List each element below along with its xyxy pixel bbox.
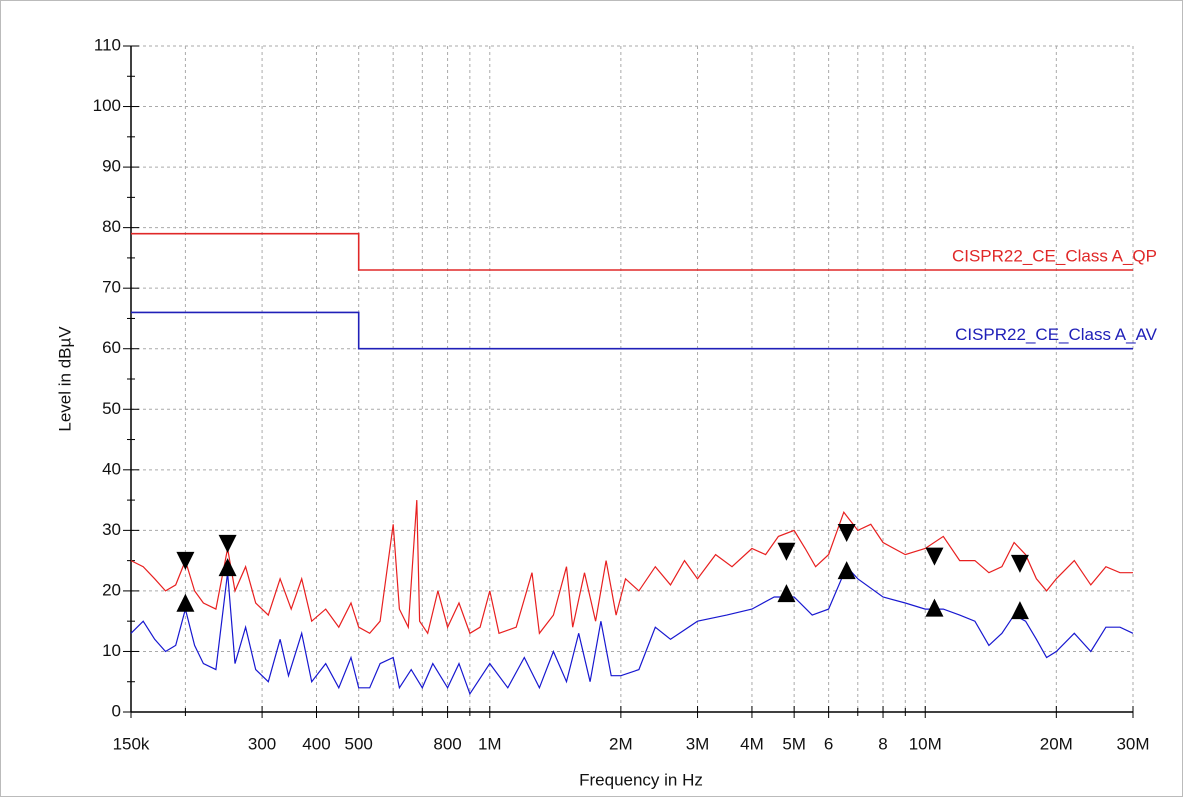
x-tick-label: 150k <box>113 734 150 753</box>
y-tick-label: 60 <box>102 338 121 357</box>
x-tick-label: 10M <box>909 734 942 753</box>
x-tick-label: 4M <box>740 734 764 753</box>
y-tick-label: 80 <box>102 217 121 236</box>
x-tick-label: 400 <box>302 734 330 753</box>
x-tick-label: 8 <box>878 734 887 753</box>
y-tick-label: 40 <box>102 459 121 478</box>
marker-down <box>176 551 195 570</box>
limit-label: CISPR22_CE_Class A_QP <box>952 247 1157 266</box>
y-tick-label: 70 <box>102 278 121 297</box>
marker-down <box>777 542 796 561</box>
marker-down <box>1010 554 1029 573</box>
marker-down <box>925 547 944 566</box>
marker-up <box>218 558 237 577</box>
trace-line <box>130 500 1133 635</box>
y-axis-label: Level in dBµV <box>55 326 74 432</box>
limit-line <box>131 311 1133 350</box>
x-tick-label: 1M <box>478 734 502 753</box>
y-tick-label: 100 <box>93 96 121 115</box>
x-tick-label: 5M <box>782 734 806 753</box>
trace-line <box>130 565 1134 696</box>
y-tick-label: 0 <box>112 701 121 720</box>
x-tick-label: 2M <box>609 734 633 753</box>
marker-up <box>837 561 856 580</box>
y-tick-label: 110 <box>94 35 121 54</box>
x-axis-label: Frequency in Hz <box>579 770 703 789</box>
marker-up <box>925 598 944 617</box>
x-tick-label: 6 <box>824 734 833 753</box>
x-tick-label: 3M <box>686 734 710 753</box>
y-tick-label: 90 <box>102 157 121 176</box>
y-tick-label: 50 <box>102 399 121 418</box>
marker-up <box>777 584 796 603</box>
marker-down <box>218 534 237 553</box>
marker-down <box>837 523 856 542</box>
limit-line <box>131 232 1133 271</box>
x-tick-label: 500 <box>345 734 373 753</box>
y-tick-label: 20 <box>102 580 121 599</box>
limit-label: CISPR22_CE_Class A_AV <box>955 325 1158 344</box>
x-tick-label: 300 <box>248 734 276 753</box>
marker-up <box>176 593 195 612</box>
marker-up <box>1010 601 1029 620</box>
x-tick-label: 800 <box>433 734 461 753</box>
y-tick-label: 30 <box>102 520 121 539</box>
x-tick-label: 20M <box>1040 734 1073 753</box>
x-tick-label: 30M <box>1116 734 1149 753</box>
y-tick-label: 10 <box>102 641 121 660</box>
